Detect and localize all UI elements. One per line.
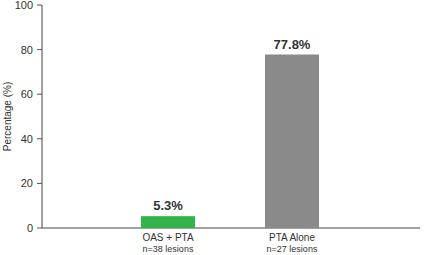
y-tick-label: 80	[21, 44, 33, 56]
x-tick-label-line: n=38 lesions	[143, 244, 194, 254]
x-tick-label: OAS + PTAn=38 lesions	[142, 232, 194, 254]
y-tick	[37, 5, 42, 6]
bars	[141, 55, 319, 228]
data-label: 5.3%	[153, 198, 183, 213]
x-tick-label-line: n=27 lesions	[267, 244, 318, 254]
y-tick-label: 60	[21, 88, 33, 100]
data-label: 77.8%	[274, 37, 311, 52]
y-axis: 0 20 40 60 80 100	[15, 0, 42, 234]
chart-container: 020406080100Percentage (%)5.3%OAS + PTAn…	[0, 0, 425, 255]
y-tick	[37, 228, 42, 229]
bar	[265, 55, 319, 228]
y-axis-line	[42, 5, 43, 228]
chart-svg: 020406080100Percentage (%)5.3%OAS + PTAn…	[0, 0, 425, 255]
y-tick	[37, 138, 42, 139]
y-tick	[37, 183, 42, 184]
x-axis-line	[42, 228, 420, 229]
y-axis-label: Percentage (%)	[2, 82, 13, 151]
y-tick	[37, 94, 42, 95]
y-tick-label: 0	[27, 222, 33, 234]
y-tick-label: 100	[15, 0, 33, 11]
bar	[141, 216, 195, 228]
labels: 5.3%OAS + PTAn=38 lesions77.8%PTA Alonen…	[142, 37, 318, 254]
y-tick-label: 20	[21, 177, 33, 189]
x-tick-label: PTA Alonen=27 lesions	[267, 232, 318, 254]
x-tick-label-line: OAS + PTA	[142, 232, 194, 243]
y-tick-label: 40	[21, 133, 33, 145]
x-tick-label-line: PTA Alone	[269, 232, 315, 243]
y-tick	[37, 49, 42, 50]
